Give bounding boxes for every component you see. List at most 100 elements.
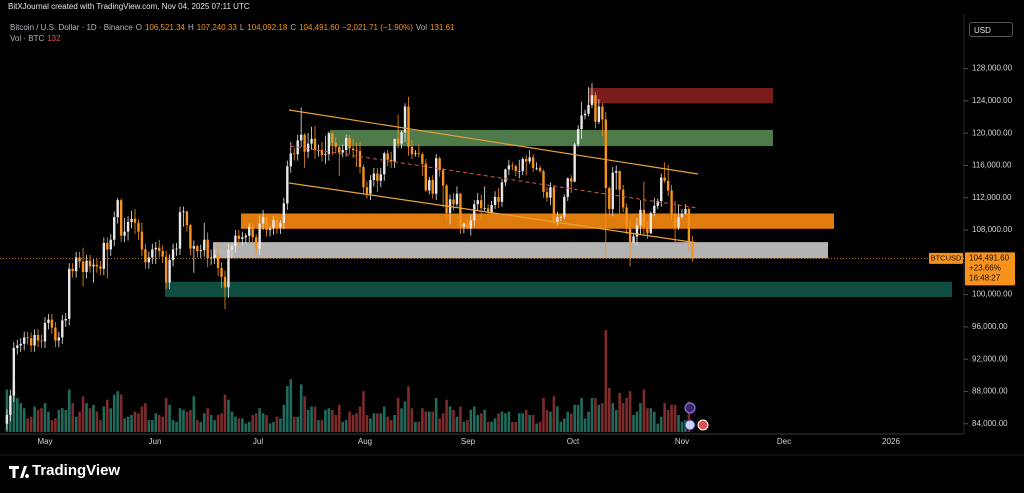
volume-bar bbox=[673, 404, 677, 432]
volume-bar bbox=[524, 409, 528, 432]
candle-body bbox=[362, 167, 365, 188]
x-tick-label: Jun bbox=[149, 437, 162, 446]
candle-body bbox=[383, 153, 386, 175]
candle-body bbox=[282, 203, 286, 223]
volume-bar bbox=[500, 411, 504, 432]
volume-bar bbox=[95, 411, 99, 432]
volume-bar bbox=[12, 381, 16, 432]
candle-body bbox=[279, 222, 282, 228]
candle-body bbox=[220, 267, 223, 277]
legend-key: Vol bbox=[415, 23, 427, 32]
volume-bar bbox=[497, 413, 500, 432]
candle-body bbox=[587, 104, 590, 114]
volume-bar bbox=[656, 423, 660, 432]
volume-bar bbox=[376, 413, 379, 432]
candle-body bbox=[161, 251, 164, 257]
candle-body bbox=[178, 212, 182, 249]
candle-body bbox=[552, 187, 556, 222]
volume-bar bbox=[424, 411, 428, 432]
candle-body bbox=[216, 255, 220, 268]
volume-bar bbox=[140, 406, 144, 432]
candle-body bbox=[130, 218, 133, 222]
candle-body bbox=[563, 196, 566, 218]
candle-body bbox=[355, 150, 358, 151]
channel-top bbox=[288, 109, 699, 175]
candle-body bbox=[535, 167, 538, 169]
candle-body bbox=[646, 226, 649, 234]
volume-bar bbox=[538, 421, 542, 432]
candle-body bbox=[538, 167, 542, 172]
volume-bar bbox=[604, 330, 608, 432]
volume-bar bbox=[566, 411, 570, 432]
candle-body bbox=[213, 255, 216, 258]
volume-bar bbox=[67, 389, 71, 432]
x-tick-label: 2026 bbox=[882, 437, 900, 446]
volume-bar bbox=[234, 416, 237, 432]
candle-body bbox=[203, 239, 206, 251]
candle-body bbox=[206, 239, 209, 259]
candle-body bbox=[182, 211, 185, 213]
volume-bar bbox=[545, 409, 549, 432]
symbol-tag: BTCUSD bbox=[931, 253, 962, 262]
volume-bar bbox=[334, 415, 338, 432]
legend-key: C bbox=[290, 23, 297, 32]
candle-body bbox=[268, 228, 272, 231]
candle-body bbox=[403, 106, 407, 133]
candle-body bbox=[151, 249, 154, 258]
candle-body bbox=[189, 225, 192, 249]
candle-body bbox=[476, 200, 479, 205]
candle-body bbox=[57, 337, 61, 341]
volume-bar bbox=[279, 418, 282, 432]
candle-body bbox=[677, 217, 680, 228]
currency[interactable]: USD bbox=[969, 22, 1013, 37]
symbol-tag-bg bbox=[929, 252, 963, 264]
candle-body bbox=[54, 327, 57, 341]
volume-bar bbox=[466, 420, 469, 432]
volume-bar bbox=[493, 418, 497, 432]
volume-bar bbox=[57, 409, 61, 432]
volume-bar bbox=[126, 416, 130, 432]
candle-body bbox=[594, 95, 597, 122]
price-tag-bg bbox=[965, 252, 1015, 286]
candle-body bbox=[542, 171, 545, 193]
legend-main: Bitcoin / U.S. Dollar · 1D · Binance O 106… bbox=[10, 23, 460, 32]
volume-bar bbox=[178, 408, 182, 432]
volume-bar bbox=[476, 415, 480, 432]
volume-bar bbox=[306, 409, 310, 432]
volume-bar bbox=[292, 416, 296, 432]
volume-bar bbox=[109, 408, 113, 432]
volume-bar bbox=[414, 421, 417, 432]
volume-bar bbox=[386, 416, 390, 432]
candle-body bbox=[331, 133, 334, 143]
candle-body bbox=[424, 163, 428, 191]
candle-body bbox=[324, 154, 327, 155]
volume-bar bbox=[92, 404, 95, 432]
candle-body bbox=[306, 143, 310, 152]
candle-body bbox=[248, 226, 251, 236]
volume-bar bbox=[43, 403, 47, 432]
candle-body bbox=[327, 133, 331, 155]
y-tick-label: 116,000.00 bbox=[972, 161, 1012, 170]
candle-body bbox=[431, 179, 434, 194]
volume-bar bbox=[275, 416, 279, 432]
candle-body bbox=[559, 217, 563, 218]
volume-bar bbox=[112, 394, 116, 432]
candle-body bbox=[64, 318, 67, 321]
volume-bar bbox=[64, 409, 68, 432]
volume-bar bbox=[341, 421, 345, 432]
volume-bar bbox=[157, 415, 161, 432]
candle-body bbox=[227, 249, 230, 288]
volume-bar bbox=[130, 415, 133, 432]
candle-body bbox=[348, 138, 351, 149]
candle-body bbox=[140, 231, 144, 250]
volume-bar bbox=[569, 413, 573, 432]
candle-body bbox=[147, 257, 151, 263]
candle-body bbox=[272, 220, 275, 229]
candle-body bbox=[68, 268, 71, 319]
volume-bar bbox=[26, 418, 29, 432]
candle-body bbox=[26, 337, 29, 339]
volume-bar bbox=[223, 394, 227, 432]
candle-body bbox=[299, 134, 303, 141]
volume-bar bbox=[389, 420, 393, 432]
volume-bar bbox=[258, 408, 261, 432]
